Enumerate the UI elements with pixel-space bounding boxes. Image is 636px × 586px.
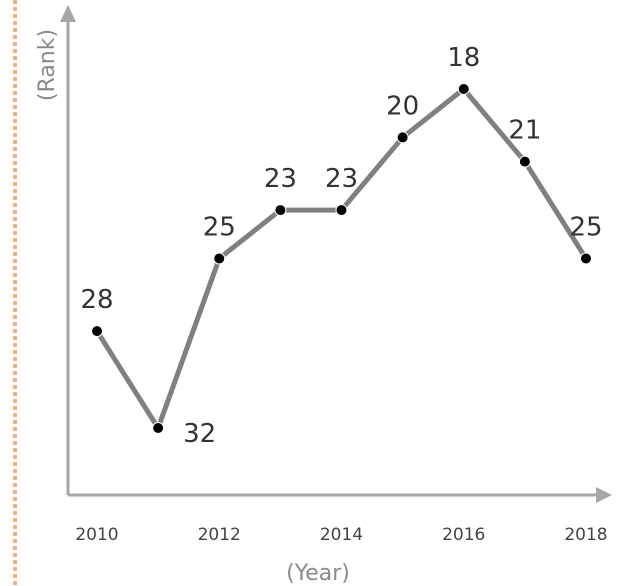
- data-point: [396, 131, 409, 144]
- data-label: 23: [264, 164, 297, 194]
- x-axis-title: (Year): [286, 561, 350, 586]
- data-point: [213, 252, 226, 265]
- data-point: [274, 204, 287, 217]
- data-label: 23: [325, 164, 358, 194]
- x-tick-label: 2016: [442, 525, 485, 545]
- data-point: [580, 252, 592, 265]
- x-tick-label: 2012: [198, 525, 241, 545]
- data-point: [518, 155, 531, 168]
- data-label: 32: [183, 419, 216, 449]
- rank-series: 28 32 25 23 23 20 18 21 25: [80, 43, 602, 449]
- y-axis-title: (Rank): [35, 29, 60, 101]
- x-tick-label: 2010: [75, 525, 118, 545]
- data-point: [152, 422, 165, 434]
- x-tick-label: 2014: [320, 525, 363, 545]
- x-tick-label: 2018: [564, 525, 607, 545]
- data-label: 25: [203, 213, 236, 243]
- y-axis-arrow-icon: [60, 5, 76, 22]
- y-axis: [60, 5, 76, 495]
- data-label: 28: [80, 285, 113, 315]
- data-point: [457, 83, 470, 95]
- data-label: 18: [447, 43, 480, 73]
- data-point: [335, 204, 348, 217]
- x-tick-labels: 2010 2012 2014 2016 2018: [75, 525, 607, 545]
- data-label: 21: [508, 116, 541, 146]
- x-axis-arrow-icon: [596, 487, 612, 503]
- data-label: 25: [569, 213, 602, 243]
- data-point: [91, 325, 103, 338]
- x-axis: [68, 487, 612, 503]
- data-label: 20: [386, 91, 419, 121]
